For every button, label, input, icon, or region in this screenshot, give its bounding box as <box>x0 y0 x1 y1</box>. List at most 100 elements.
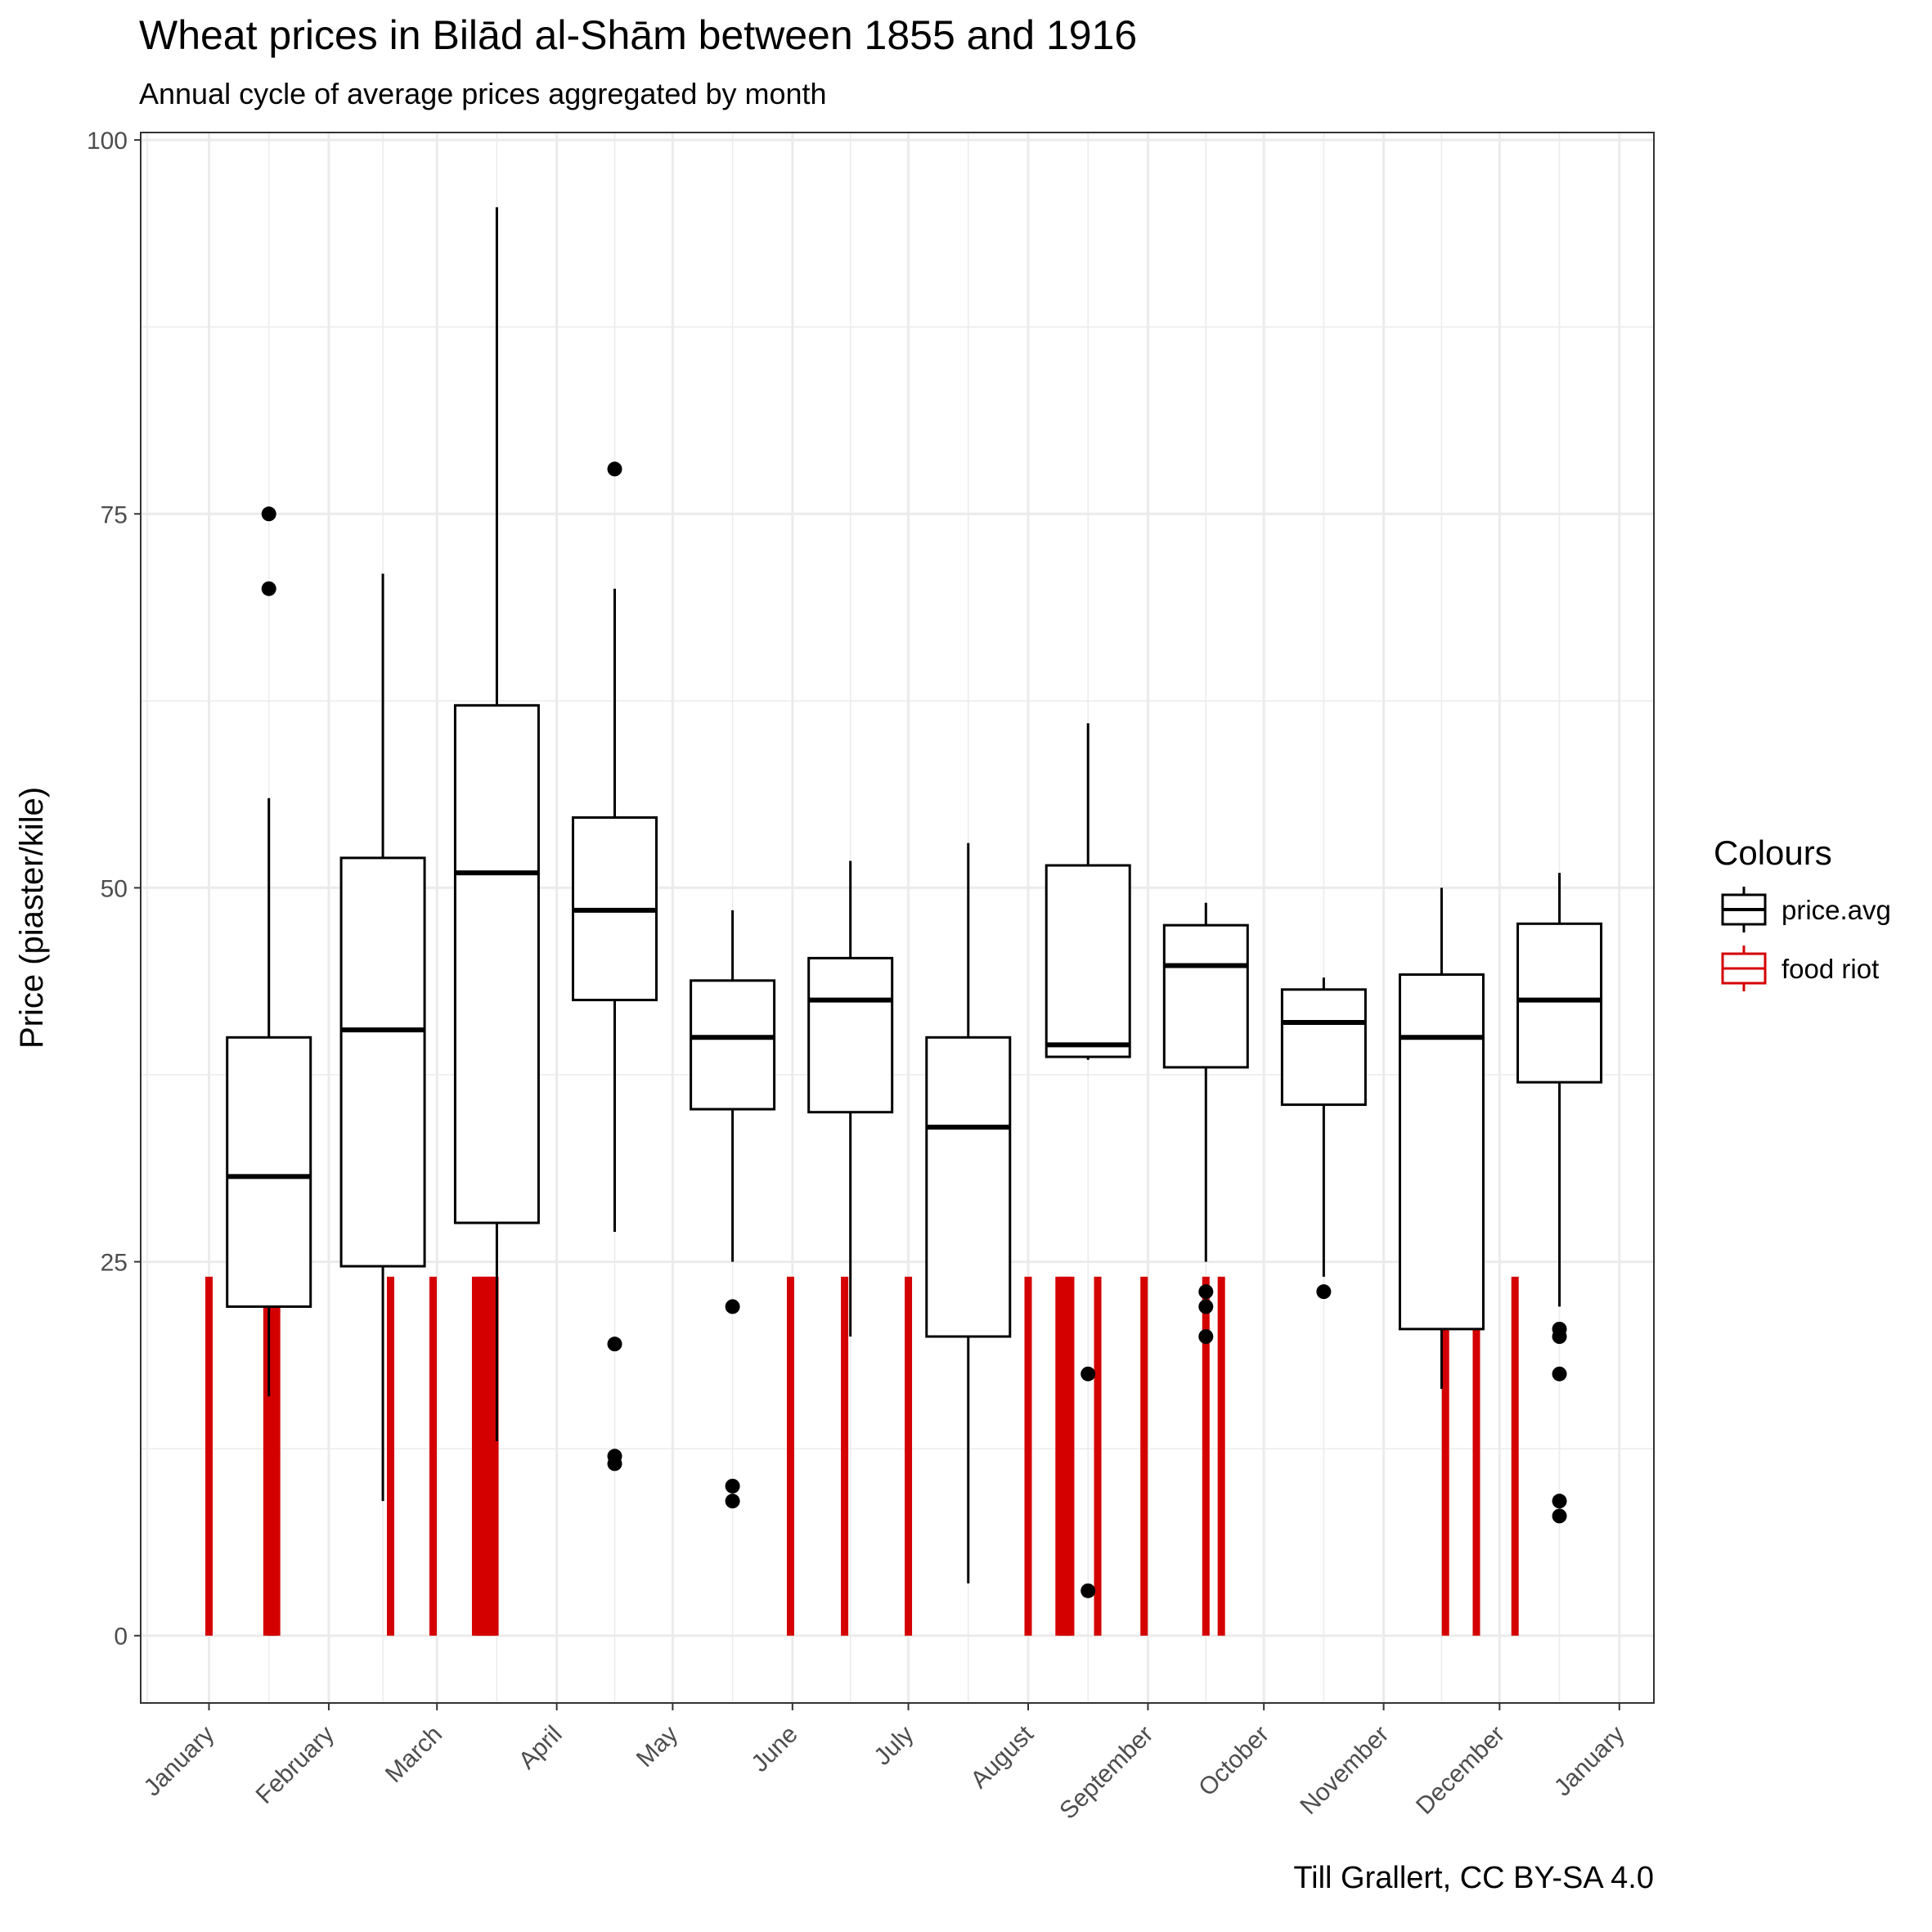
x-tick-label: May <box>631 1721 683 1772</box>
food-riot-bar <box>1472 1276 1480 1636</box>
x-tick-label: October <box>1193 1721 1274 1802</box>
food-riot-bar <box>479 1276 487 1636</box>
outlier-point <box>607 461 622 477</box>
legend: Colours price.avg food riot <box>1714 833 1891 991</box>
y-tick-label: 100 <box>87 128 128 155</box>
food-riot-bar <box>1511 1276 1519 1636</box>
boxplot <box>572 461 658 1471</box>
legend-label-price-avg: price.avg <box>1781 895 1891 925</box>
box-iqr <box>690 979 776 1111</box>
food-riot-bar <box>1094 1276 1102 1636</box>
boxplot <box>690 910 776 1509</box>
y-axis: 0 25 50 75 100 <box>87 128 141 1651</box>
food-riot-bar <box>1140 1276 1148 1636</box>
box-iqr <box>1516 922 1603 1084</box>
food-riot-bars <box>205 1276 1519 1636</box>
outlier-point <box>1552 1329 1567 1344</box>
food-riot-bar <box>841 1276 849 1636</box>
outlier-point <box>261 506 276 522</box>
box-iqr <box>1280 988 1367 1107</box>
y-axis-title: Price (piaster/kile) <box>14 787 50 1049</box>
outlier-point <box>1198 1329 1214 1344</box>
food-riot-bar <box>205 1276 213 1636</box>
x-tick-label: February <box>251 1721 339 1809</box>
outlier-point <box>607 1456 622 1471</box>
outlier-point <box>261 581 276 596</box>
food-riot-bar <box>387 1276 395 1636</box>
food-riot-bar <box>1441 1276 1449 1636</box>
outlier-point <box>1316 1284 1332 1300</box>
legend-title: Colours <box>1714 833 1832 872</box>
x-tick-label: January <box>1549 1721 1630 1802</box>
outlier-point <box>725 1478 740 1494</box>
boxplot <box>453 207 540 1441</box>
food-riot-bar <box>1024 1276 1032 1636</box>
x-tick-label: December <box>1411 1721 1510 1820</box>
food-riot-bar <box>1067 1276 1075 1636</box>
food-riot-bar <box>1063 1276 1071 1636</box>
x-tick-label: July <box>869 1721 919 1771</box>
outlier-point <box>1198 1284 1214 1300</box>
x-tick-label: September <box>1054 1721 1158 1825</box>
outlier-point <box>1552 1508 1567 1524</box>
boxplot <box>1516 873 1603 1524</box>
boxplot <box>807 860 894 1337</box>
food-riot-bar <box>487 1276 495 1636</box>
box-iqr <box>1398 973 1485 1331</box>
chart-title: Wheat prices in Bilād al-Shām between 18… <box>139 12 1138 58</box>
box-iqr <box>807 956 894 1114</box>
boxplot <box>339 573 426 1502</box>
y-tick-label: 0 <box>114 1624 128 1651</box>
box-iqr <box>226 1036 312 1308</box>
food-riot-bar <box>263 1276 271 1636</box>
outlier-point <box>1552 1494 1567 1509</box>
y-tick-label: 75 <box>101 501 128 528</box>
box-iqr <box>453 703 540 1224</box>
boxplot <box>1398 887 1485 1389</box>
legend-key-food-riot <box>1721 946 1767 991</box>
boxplot <box>1162 902 1249 1344</box>
x-tick-label: March <box>380 1721 447 1788</box>
boxplot <box>1280 977 1367 1300</box>
x-tick-label: April <box>514 1721 568 1775</box>
x-tick-label: January <box>139 1721 220 1802</box>
y-tick-label: 50 <box>101 875 128 902</box>
food-riot-bar <box>1202 1276 1210 1636</box>
box-iqr <box>925 1036 1012 1338</box>
box-iqr <box>1162 923 1249 1069</box>
boxplot <box>925 842 1012 1584</box>
panel-border <box>140 132 1655 1704</box>
food-riot-bar <box>1217 1276 1225 1636</box>
price-boxplots <box>226 207 1603 1598</box>
x-axis: January February March April May June July Augu… <box>139 1703 1630 1825</box>
outlier-point <box>725 1299 740 1314</box>
food-riot-bar <box>483 1276 492 1636</box>
box-iqr <box>1045 864 1131 1058</box>
food-riot-bar <box>475 1276 483 1636</box>
boxplot <box>226 506 312 1397</box>
box-iqr <box>339 856 426 1268</box>
chart-caption: Till Grallert, CC BY-SA 4.0 <box>1293 1861 1654 1895</box>
food-riot-bar <box>905 1276 913 1636</box>
outlier-point <box>607 1337 622 1352</box>
chart-subtitle: Annual cycle of average prices aggregate… <box>139 77 827 110</box>
x-tick-label: August <box>966 1720 1040 1794</box>
y-tick-label: 25 <box>101 1250 128 1277</box>
food-riot-bar <box>1059 1276 1067 1636</box>
x-tick-label: November <box>1295 1721 1394 1820</box>
outlier-point <box>1198 1299 1214 1314</box>
outlier-point <box>1081 1366 1096 1382</box>
boxplot <box>1045 723 1131 1598</box>
outlier-point <box>1081 1583 1096 1598</box>
food-riot-bar <box>471 1276 479 1636</box>
legend-label-food-riot: food riot <box>1781 954 1879 984</box>
food-riot-bar <box>429 1276 437 1636</box>
x-tick-label: June <box>746 1721 802 1777</box>
outlier-point <box>725 1494 740 1509</box>
food-riot-bar <box>1055 1276 1063 1636</box>
food-riot-bar <box>491 1276 499 1636</box>
outlier-point <box>1552 1366 1567 1382</box>
food-riot-bar <box>786 1276 794 1636</box>
food-riot-bar <box>272 1276 281 1636</box>
